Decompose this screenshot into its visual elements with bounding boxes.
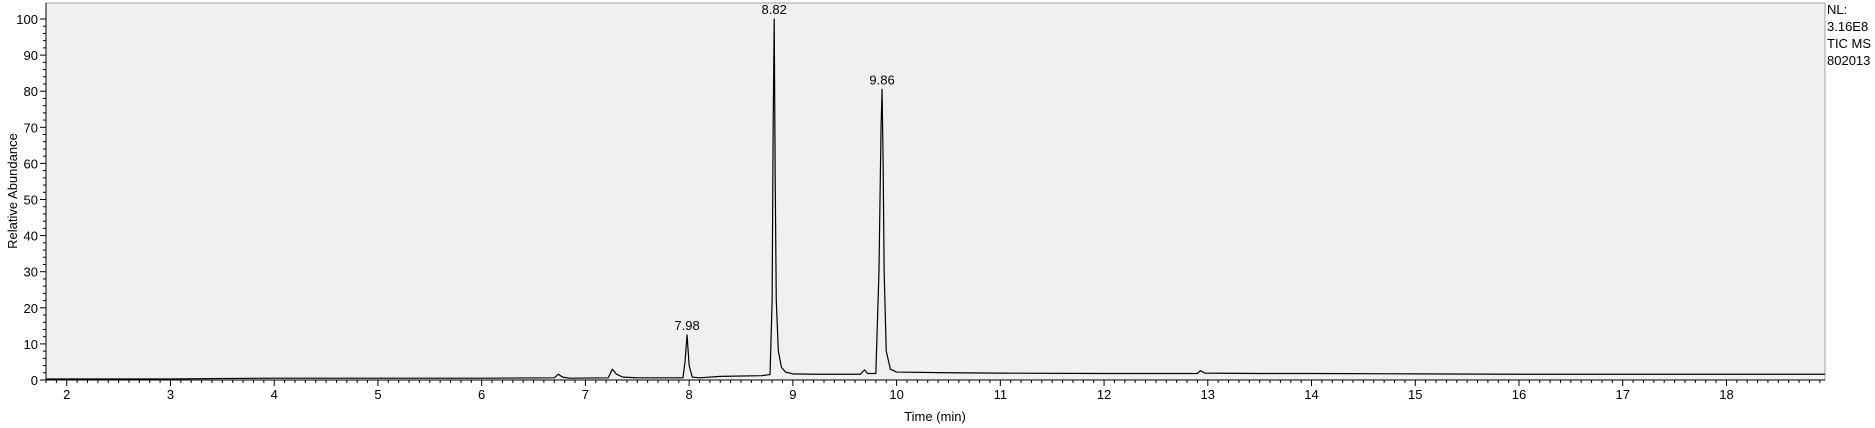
- x-tick-label: 15: [1408, 387, 1422, 402]
- y-tick-label: 90: [24, 48, 38, 63]
- peak-labels: 7.98 8.82 9.86: [674, 2, 894, 333]
- trace-layer: [46, 18, 1825, 380]
- tic-trace-line: [46, 18, 1825, 380]
- y-tick-label: 70: [24, 120, 38, 135]
- y-tick-label: 20: [24, 301, 38, 316]
- y-axis-title: Relative Abundance: [5, 133, 20, 249]
- peak-label: 7.98: [674, 318, 699, 333]
- x-tick-label: 14: [1304, 387, 1318, 402]
- y-tick-label: 40: [24, 229, 38, 244]
- x-tick-label: 7: [582, 387, 589, 402]
- x-tick-label: 4: [271, 387, 278, 402]
- x-tick-label: 9: [789, 387, 796, 402]
- x-tick-label: 6: [478, 387, 485, 402]
- x-tick-label: 16: [1512, 387, 1526, 402]
- x-tick-label: 5: [374, 387, 381, 402]
- x-tick-label: 13: [1201, 387, 1215, 402]
- plot-area: [45, 2, 1826, 381]
- x-tick-label: 12: [1097, 387, 1111, 402]
- info-box: NL: 3.16E8 TIC MS 802013: [1827, 2, 1871, 68]
- x-tick-label: 8: [686, 387, 693, 402]
- y-tick-label: 80: [24, 84, 38, 99]
- y-tick-label: 100: [16, 12, 38, 27]
- x-tick-label: 3: [167, 387, 174, 402]
- peak-label: 8.82: [762, 2, 787, 17]
- x-tick-label: 2: [63, 387, 70, 402]
- info-line: NL:: [1827, 2, 1847, 17]
- x-tick-label: 17: [1615, 387, 1629, 402]
- y-tick-label: 30: [24, 265, 38, 280]
- x-axis-ticks: 2 3 4 5 6 7 8 9 10 11 12 13 14 15 16 17 18: [45, 380, 1821, 402]
- peak-label: 9.86: [869, 72, 894, 87]
- x-tick-label: 18: [1719, 387, 1733, 402]
- y-tick-label: 60: [24, 156, 38, 171]
- y-axis-ticks: 0 10 20 30 40 50 60 70 80 90 100: [16, 12, 46, 388]
- y-tick-label: 50: [24, 193, 38, 208]
- x-axis-title: Time (min): [904, 409, 966, 424]
- info-line: TIC MS: [1827, 36, 1871, 51]
- x-tick-label: 10: [889, 387, 903, 402]
- y-tick-label: 0: [31, 373, 38, 388]
- info-line: 802013: [1827, 53, 1870, 68]
- y-tick-label: 10: [24, 337, 38, 352]
- x-tick-label: 11: [994, 387, 1008, 402]
- info-line: 3.16E8: [1827, 19, 1868, 34]
